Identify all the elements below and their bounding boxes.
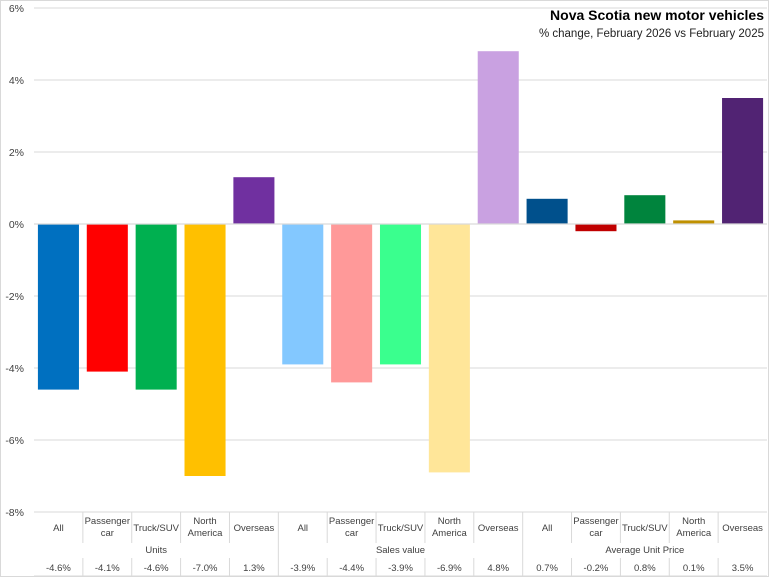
category-label: car <box>101 528 114 539</box>
bar-sales-value-north-america <box>428 224 470 473</box>
y-tick-label: -6% <box>5 435 24 447</box>
y-tick-label: 4% <box>9 75 24 87</box>
bar-units-overseas <box>233 177 275 224</box>
bar-average-unit-price-all <box>526 198 568 224</box>
category-label: North <box>682 516 705 527</box>
bar-sales-value-overseas <box>477 51 519 225</box>
group-label: Sales value <box>376 545 425 556</box>
category-label: Passenger <box>85 516 130 527</box>
chart-title: Nova Scotia new motor vehicles <box>550 7 764 23</box>
category-label: All <box>297 523 308 534</box>
value-label: 0.7% <box>536 563 558 574</box>
value-label: -3.9% <box>388 563 413 574</box>
value-label: -7.0% <box>193 563 218 574</box>
bar-sales-value-truck-suv <box>379 224 422 365</box>
category-label: America <box>676 528 712 539</box>
y-tick-label: -4% <box>5 363 24 375</box>
value-label: -0.2% <box>584 563 609 574</box>
category-label: America <box>432 528 468 539</box>
bar-units-north-america <box>184 224 226 476</box>
category-label: All <box>53 523 64 534</box>
value-label: 0.8% <box>634 563 656 574</box>
bar-units-truck-suv <box>135 224 177 390</box>
category-label: Truck/SUV <box>622 523 668 534</box>
axes: 6% 4% 2% 0% -2% -4% -6% -8% <box>5 3 767 577</box>
category-label: Overseas <box>234 523 275 534</box>
y-tick-label: -2% <box>5 291 24 303</box>
value-label: 1.3% <box>243 563 265 574</box>
category-label: All <box>542 523 553 534</box>
bar-average-unit-price-overseas <box>722 98 764 224</box>
bar-units-passenger-car <box>86 224 128 372</box>
value-label: -4.4% <box>339 563 364 574</box>
y-tick-label: -8% <box>5 507 24 519</box>
bar-sales-value-all <box>282 224 324 365</box>
group-label: Units <box>145 545 167 556</box>
value-label: 4.8% <box>487 563 509 574</box>
bar-sales-value-passenger-car <box>331 224 373 383</box>
category-label: Truck/SUV <box>378 523 424 534</box>
value-label: -4.6% <box>144 563 169 574</box>
category-label: North <box>438 516 461 527</box>
value-label: -6.9% <box>437 563 462 574</box>
category-label: America <box>188 528 224 539</box>
value-label: -4.1% <box>95 563 120 574</box>
category-label: car <box>345 528 358 539</box>
chart-subtitle: % change, February 2026 vs February 2025 <box>539 28 764 40</box>
bar-average-unit-price-passenger-car <box>575 224 617 232</box>
y-tick-label: 0% <box>9 219 24 231</box>
category-label: car <box>589 528 602 539</box>
category-label: Truck/SUV <box>133 523 179 534</box>
category-label: Overseas <box>722 523 763 534</box>
bar-average-unit-price-north-america <box>673 220 715 224</box>
value-label: 3.5% <box>732 563 754 574</box>
bars <box>37 51 764 476</box>
category-label: North <box>193 516 216 527</box>
y-tick-label: 6% <box>9 3 24 15</box>
category-label: Passenger <box>573 516 618 527</box>
value-label: -4.6% <box>46 563 71 574</box>
y-tick-label: 2% <box>9 147 24 159</box>
value-label: -3.9% <box>290 563 315 574</box>
labels: All-4.6%Passengercar-4.1%Truck/SUV-4.6%N… <box>46 516 763 574</box>
bar-average-unit-price-truck-suv <box>624 195 666 224</box>
category-label: Overseas <box>478 523 519 534</box>
group-label: Average Unit Price <box>605 545 684 556</box>
value-label: 0.1% <box>683 563 705 574</box>
category-label: Passenger <box>329 516 374 527</box>
bar-units-all <box>37 224 79 390</box>
